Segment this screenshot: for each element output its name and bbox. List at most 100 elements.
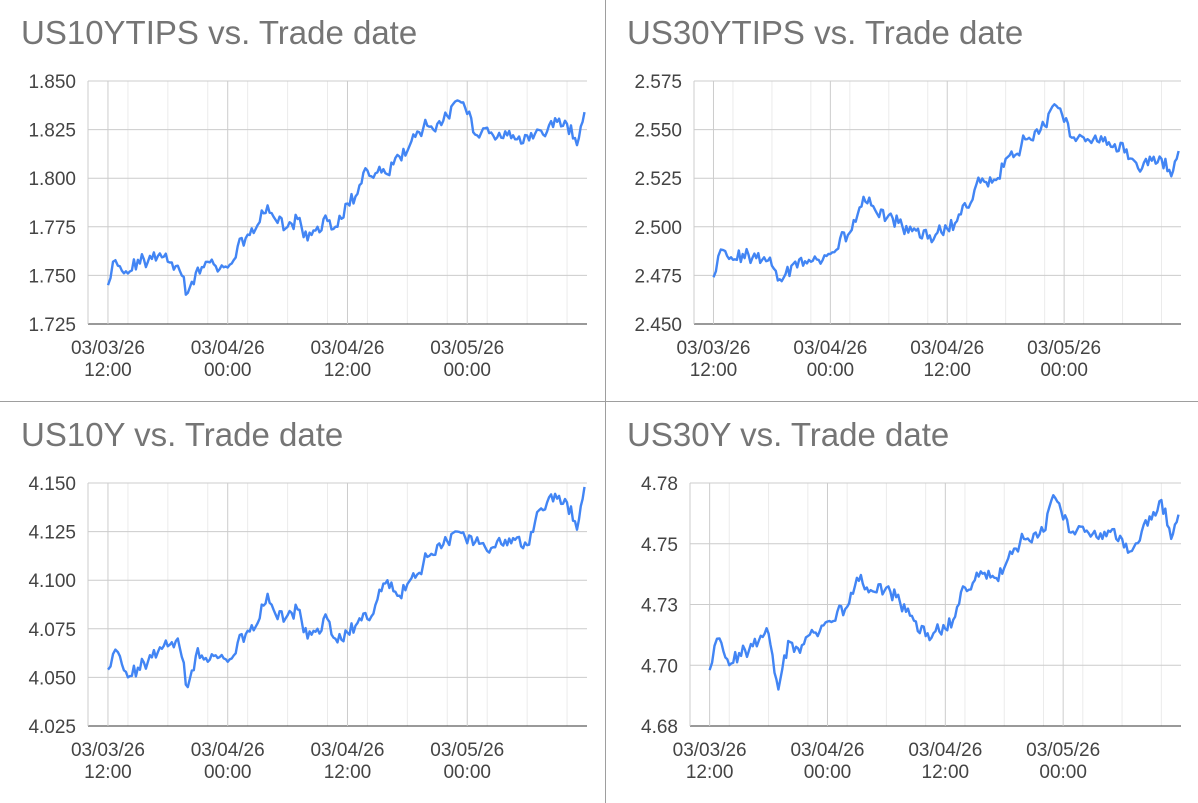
data-point (207, 661, 209, 663)
data-point (177, 637, 179, 639)
data-point (336, 226, 338, 228)
data-point (875, 591, 877, 593)
data-point (356, 193, 358, 195)
data-point (905, 611, 907, 613)
data-point (1013, 547, 1015, 549)
y-tick-label: 2.500 (634, 218, 682, 239)
data-point (326, 220, 328, 222)
x-tick-label: 03/04/26 (191, 740, 265, 761)
data-point (583, 486, 585, 488)
chart-title: US30Y vs. Trade date (627, 416, 950, 453)
data-point (436, 544, 438, 546)
y-tick-label: 1.725 (28, 315, 76, 336)
data-point (227, 266, 229, 268)
y-tick-label: 2.475 (634, 266, 682, 287)
data-point (1072, 530, 1074, 532)
data-point (807, 635, 809, 637)
data-point (846, 606, 848, 608)
data-point (1170, 175, 1172, 177)
data-point (117, 265, 119, 267)
data-point (888, 214, 890, 216)
y-tick-label: 4.100 (28, 571, 76, 592)
data-point (217, 657, 219, 659)
data-point (466, 113, 468, 115)
data-point (177, 265, 179, 267)
data-point (717, 255, 719, 257)
chart-plot: 4.684.704.734.754.7803/03/2612:0003/04/2… (641, 474, 1181, 783)
data-point (167, 645, 169, 647)
data-point (197, 647, 199, 649)
data-point (526, 544, 528, 546)
data-point (286, 226, 288, 228)
x-tick-label: 03/03/26 (676, 338, 750, 359)
data-point (758, 640, 760, 642)
data-point (566, 501, 568, 503)
data-point (446, 540, 448, 542)
data-point (964, 586, 966, 588)
data-point (885, 586, 887, 588)
x-tick-label: 00:00 (804, 762, 852, 783)
chart-panel-us10y: US10Y vs. Trade date 4.025 4.050 4.075 4.10… (0, 402, 605, 803)
y-tick-label: 1.750 (28, 266, 76, 287)
data-point (1121, 538, 1123, 540)
data-point (546, 130, 548, 132)
series-line (708, 494, 1180, 691)
data-point (536, 511, 538, 513)
data-point (306, 637, 308, 639)
x-tick-label: 12:00 (324, 360, 372, 381)
data-point (366, 169, 368, 171)
data-point (738, 652, 740, 654)
data-point (1102, 140, 1104, 142)
data-point (326, 618, 328, 620)
data-point (516, 536, 518, 538)
data-point (276, 222, 278, 224)
data-point (426, 556, 428, 558)
data-point (946, 228, 948, 230)
x-tick-label: 03/05/26 (1027, 338, 1101, 359)
data-point (207, 261, 209, 263)
data-point (1111, 528, 1113, 530)
data-point (416, 573, 418, 575)
data-point (237, 245, 239, 247)
data-point (1023, 538, 1025, 540)
data-point (157, 255, 159, 257)
data-point (767, 633, 769, 635)
data-point (466, 542, 468, 544)
data-point (137, 259, 139, 261)
data-point (426, 125, 428, 127)
y-tick-label: 4.75 (641, 535, 678, 556)
data-point (286, 614, 288, 616)
data-point (1131, 550, 1133, 552)
data-point (376, 598, 378, 600)
data-point (849, 231, 851, 233)
data-point (1082, 526, 1084, 528)
data-point (167, 261, 169, 263)
x-tick-label: 03/03/26 (673, 740, 747, 761)
data-point (1091, 533, 1093, 535)
data-point (1033, 533, 1035, 535)
y-tick-label: 2.450 (634, 315, 682, 336)
x-tick-label: 03/03/26 (71, 338, 145, 359)
data-point (934, 630, 936, 632)
data-point (436, 123, 438, 125)
data-point (556, 121, 558, 123)
data-point (406, 150, 408, 152)
series-line (107, 486, 586, 689)
data-point (296, 608, 298, 610)
y-tick-label: 4.78 (641, 474, 678, 495)
data-point (742, 253, 744, 255)
data-point (787, 640, 789, 642)
x-tick-label: 12:00 (84, 360, 132, 381)
x-tick-label: 00:00 (1039, 762, 1087, 783)
data-point (1063, 121, 1065, 123)
data-point (556, 497, 558, 499)
x-tick-label: 00:00 (443, 360, 491, 381)
data-point (868, 196, 870, 198)
data-point (1177, 150, 1179, 152)
data-point (1121, 142, 1123, 144)
x-tick-label: 03/04/26 (191, 338, 265, 359)
data-point (748, 650, 750, 652)
data-point (936, 231, 938, 233)
data-point (1141, 530, 1143, 532)
data-point (187, 292, 189, 294)
